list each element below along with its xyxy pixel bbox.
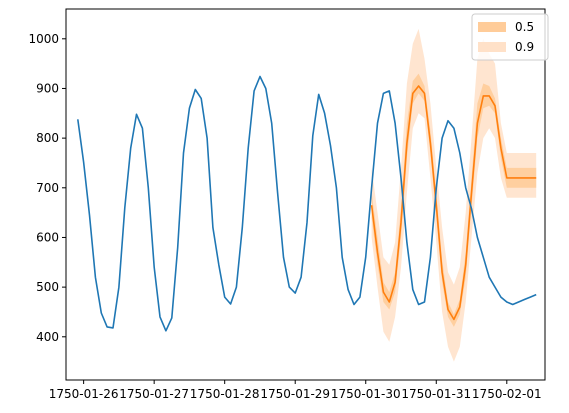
interval-bands [371, 28, 537, 362]
x-tick-label: 1750-01-31 [401, 387, 471, 401]
y-tick-label: 1000 [28, 32, 59, 46]
y-tick-label: 400 [36, 330, 59, 344]
interval-band-05 [371, 73, 537, 327]
y-tick-label: 700 [36, 181, 59, 195]
legend-swatch-50 [478, 22, 506, 32]
legend-swatch-90 [478, 42, 506, 52]
series-lines [77, 75, 537, 332]
observed-line [77, 75, 537, 332]
y-tick-label: 900 [36, 81, 59, 95]
x-tick-label: 1750-01-30 [331, 387, 401, 401]
legend-label-90: 0.9 [515, 40, 534, 54]
legend: 0.5 0.9 [471, 13, 549, 61]
y-tick-label: 800 [36, 131, 59, 145]
x-tick-label: 1750-01-27 [119, 387, 189, 401]
x-tick-label: 1750-01-26 [49, 387, 119, 401]
y-tick-label: 600 [36, 230, 59, 244]
x-tick-label: 1750-01-29 [260, 387, 330, 401]
interval-band-09 [371, 28, 537, 362]
legend-frame [471, 13, 549, 61]
forecast-median-line [370, 85, 537, 321]
plot-frame [65, 8, 546, 381]
y-tick-label: 500 [36, 280, 59, 294]
x-tick-label: 1750-01-28 [190, 387, 260, 401]
legend-label-50: 0.5 [515, 20, 534, 34]
x-tick-label: 1750-02-01 [472, 387, 542, 401]
